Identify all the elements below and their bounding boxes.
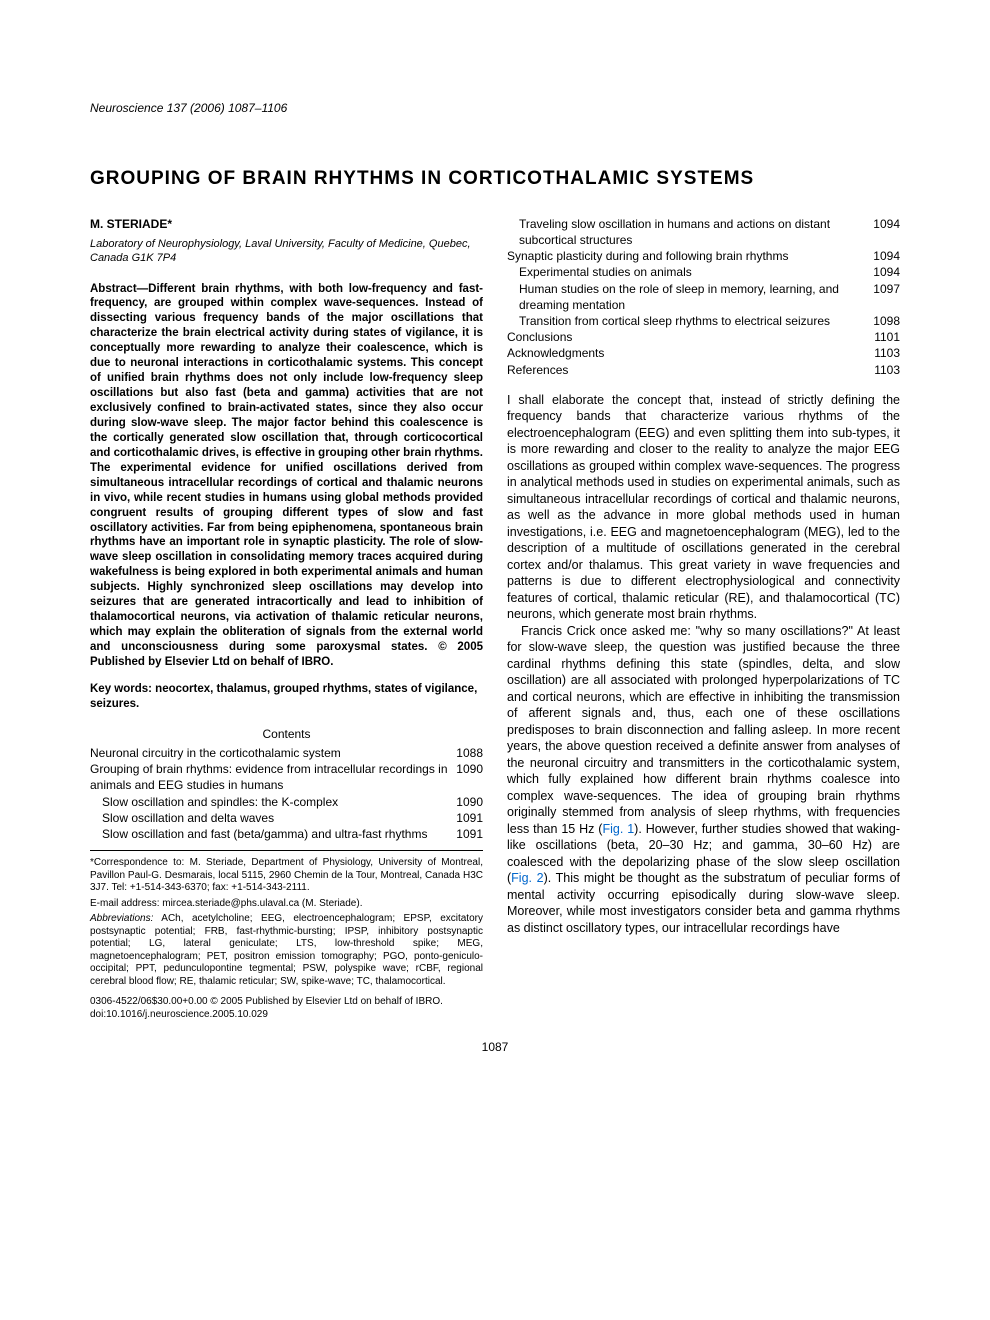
toc-label: References xyxy=(507,362,874,378)
toc-label: Traveling slow oscillation in humans and… xyxy=(507,216,873,248)
author-name: M. STERIADE* xyxy=(90,216,483,232)
toc-page-number: 1094 xyxy=(873,248,900,264)
left-column: M. STERIADE* Laboratory of Neurophysiolo… xyxy=(90,216,483,1021)
toc-page-number: 1097 xyxy=(873,281,900,297)
copyright-line: 0306-4522/06$30.00+0.00 © 2005 Published… xyxy=(90,996,483,1021)
toc-row: Acknowledgments1103 xyxy=(507,345,900,361)
article-title: GROUPING OF BRAIN RHYTHMS IN CORTICOTHAL… xyxy=(90,166,900,192)
toc-label: Slow oscillation and delta waves xyxy=(90,810,456,826)
toc-label: Conclusions xyxy=(507,329,874,345)
toc-page-number: 1091 xyxy=(456,810,483,826)
toc-label: Experimental studies on animals xyxy=(507,264,873,280)
toc-page-number: 1103 xyxy=(874,362,900,378)
toc-row: Human studies on the role of sleep in me… xyxy=(507,281,900,313)
toc-page-number: 1094 xyxy=(873,216,900,232)
contents-heading: Contents xyxy=(90,726,483,742)
toc-page-number: 1101 xyxy=(874,329,900,345)
body-paragraph-2: Francis Crick once asked me: "why so man… xyxy=(507,623,900,937)
toc-label: Slow oscillation and spindles: the K-com… xyxy=(90,794,456,810)
toc-label: Acknowledgments xyxy=(507,345,874,361)
toc-label: Transition from cortical sleep rhythms t… xyxy=(507,313,873,329)
toc-row: Synaptic plasticity during and following… xyxy=(507,248,900,264)
footnote-block: *Correspondence to: M. Steriade, Departm… xyxy=(90,857,483,988)
toc-left: Neuronal circuitry in the corticothalami… xyxy=(90,745,483,842)
toc-right: Traveling slow oscillation in humans and… xyxy=(507,216,900,378)
toc-row: Transition from cortical sleep rhythms t… xyxy=(507,313,900,329)
figure-link-1[interactable]: Fig. 1 xyxy=(602,822,634,836)
toc-label: Synaptic plasticity during and following… xyxy=(507,248,873,264)
toc-row: Neuronal circuitry in the corticothalami… xyxy=(90,745,483,761)
body-text: I shall elaborate the concept that, inst… xyxy=(507,392,900,937)
toc-page-number: 1088 xyxy=(456,745,483,761)
toc-page-number: 1090 xyxy=(456,761,483,777)
toc-page-number: 1091 xyxy=(456,826,483,842)
toc-row: Experimental studies on animals1094 xyxy=(507,264,900,280)
abstract-text: Abstract—Different brain rhythms, with b… xyxy=(90,282,483,670)
toc-row: Grouping of brain rhythms: evidence from… xyxy=(90,761,483,793)
toc-row: Slow oscillation and delta waves1091 xyxy=(90,810,483,826)
toc-label: Grouping of brain rhythms: evidence from… xyxy=(90,761,456,793)
toc-page-number: 1103 xyxy=(874,345,900,361)
footnote-divider xyxy=(90,850,483,851)
toc-row: References1103 xyxy=(507,362,900,378)
toc-label: Slow oscillation and fast (beta/gamma) a… xyxy=(90,826,456,842)
toc-page-number: 1094 xyxy=(873,264,900,280)
keywords: Key words: neocortex, thalamus, grouped … xyxy=(90,682,483,712)
author-affiliation: Laboratory of Neurophysiology, Laval Uni… xyxy=(90,238,483,266)
journal-header: Neuroscience 137 (2006) 1087–1106 xyxy=(90,100,900,116)
page-number: 1087 xyxy=(90,1039,900,1055)
toc-label: Neuronal circuitry in the corticothalami… xyxy=(90,745,456,761)
toc-row: Conclusions1101 xyxy=(507,329,900,345)
footnote-correspondence: *Correspondence to: M. Steriade, Departm… xyxy=(90,857,483,895)
toc-label: Human studies on the role of sleep in me… xyxy=(507,281,873,313)
toc-row: Traveling slow oscillation in humans and… xyxy=(507,216,900,248)
footnote-abbreviations: Abbreviations: ACh, acetylcholine; EEG, … xyxy=(90,913,483,988)
toc-page-number: 1090 xyxy=(456,794,483,810)
toc-page-number: 1098 xyxy=(873,313,900,329)
toc-row: Slow oscillation and spindles: the K-com… xyxy=(90,794,483,810)
right-column: Traveling slow oscillation in humans and… xyxy=(507,216,900,1021)
figure-link-2[interactable]: Fig. 2 xyxy=(511,871,543,885)
body-paragraph-1: I shall elaborate the concept that, inst… xyxy=(507,392,900,623)
toc-row: Slow oscillation and fast (beta/gamma) a… xyxy=(90,826,483,842)
footnote-email: E-mail address: mircea.steriade@phs.ulav… xyxy=(90,898,483,911)
